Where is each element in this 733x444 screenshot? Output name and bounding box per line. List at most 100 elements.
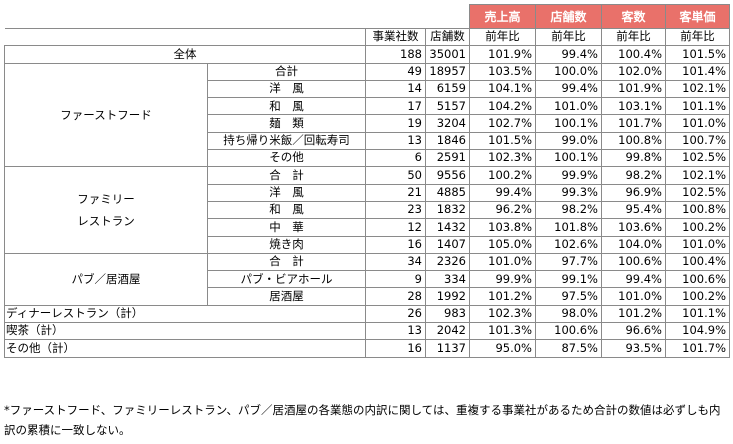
cell-stores: 1992	[425, 287, 470, 306]
cell-unit-price-yoy: 100.6%	[665, 270, 730, 289]
cell-stores: 1832	[425, 200, 470, 220]
metric-header-sales: 売上高	[469, 4, 536, 29]
cell-unit-price-yoy: 101.4%	[665, 62, 730, 81]
cell-stores: 2042	[425, 322, 470, 341]
cell-stores-yoy: 102.6%	[535, 235, 602, 254]
cell-stores: 2326	[425, 252, 470, 272]
table-row: ファーストフード 合計 49 18957 103.5% 100.0% 102.0% 101.4…	[4, 62, 730, 168]
cell-stores: 3204	[425, 114, 470, 133]
cell-companies: 50	[365, 166, 426, 185]
subcategory-label: 洋 風	[207, 79, 366, 99]
metric-header-unit-price: 客単価	[665, 4, 730, 29]
cell-customers-yoy: 96.9%	[601, 183, 666, 202]
cell-companies: 21	[365, 183, 426, 202]
table-row: 喫茶（計） 13 2042 101.3% 100.6% 96.6% 104.9%	[4, 322, 730, 341]
cell-stores: 9556	[425, 166, 470, 185]
cell-stores: 18957	[425, 62, 470, 81]
cell-stores-yoy: 97.5%	[535, 287, 602, 306]
table-row: ファミリー レストラン合 計 50 9556 100.2% 99.9% 98.2% 102.…	[4, 166, 730, 254]
subcategory-label: 合 計	[207, 166, 366, 185]
cell-sales-yoy: 101.0%	[469, 252, 536, 272]
cell-customers-yoy: 101.7%	[601, 114, 666, 133]
footnote: *ファーストフード、ファミリーレストラン、パブ／居酒屋の各業態の内訳に関しては、…	[4, 403, 721, 437]
cell-companies: 13	[365, 322, 426, 341]
cell-companies: 26	[365, 304, 426, 324]
cell-stores-yoy: 99.1%	[535, 270, 602, 289]
cell-sales-yoy: 99.9%	[469, 270, 536, 289]
table-row: パブ／居酒屋合 計 34 2326 101.0% 97.7% 100.6% 100.4%	[4, 252, 730, 306]
total-sales-yoy: 101.9%	[469, 45, 536, 64]
cell-companies: 34	[365, 252, 426, 272]
table-container: 売上高 店舗数 客数 客単価 事業社数 店舗数 前年比 前年比 前年比 前年比 …	[4, 4, 730, 358]
subcategory-label: 和 風	[207, 97, 366, 116]
cell-sales-yoy: 102.3%	[469, 149, 536, 168]
subcategory-label: 中 華	[207, 218, 366, 237]
total-customers-yoy: 100.4%	[601, 45, 666, 64]
total-stores-yoy: 99.4%	[535, 45, 602, 64]
cell-stores: 1137	[425, 339, 470, 358]
cell-stores: 1846	[425, 131, 470, 151]
total-stores: 35001	[425, 45, 470, 64]
subheader-yoy: 前年比	[601, 27, 666, 47]
cell-sales-yoy: 105.0%	[469, 235, 536, 254]
subcategory-label: 和 風	[207, 200, 366, 220]
cell-customers-yoy: 101.2%	[601, 304, 666, 324]
cell-customers-yoy: 101.9%	[601, 79, 666, 99]
cell-stores-yoy: 97.7%	[535, 252, 602, 272]
cell-unit-price-yoy: 102.1%	[665, 79, 730, 99]
category-label: 喫茶（計）	[4, 322, 366, 341]
subheader-blank	[4, 28, 366, 47]
cell-stores-yoy: 99.0%	[535, 131, 602, 151]
cell-companies: 23	[365, 200, 426, 220]
cell-companies: 6	[365, 149, 426, 168]
cell-customers-yoy: 95.4%	[601, 200, 666, 220]
total-label: 全体	[4, 45, 366, 64]
subheader-yoy: 前年比	[665, 27, 730, 47]
cell-stores-yoy: 101.8%	[535, 218, 602, 237]
cell-sales-yoy: 101.3%	[469, 322, 536, 341]
subcategory-label: その他	[207, 149, 366, 168]
metric-header-customers: 客数	[601, 4, 666, 29]
table-row: 持ち帰り米飯／回転寿司 13 1846 101.5% 99.0% 100.8% 100.7%	[5, 131, 730, 151]
total-unit-price-yoy: 101.5%	[665, 45, 730, 64]
cell-sales-yoy: 99.4%	[469, 183, 536, 202]
table-row: パブ・ビアホール 9 334 99.9% 99.1% 99.4% 100.6%	[5, 270, 730, 289]
subheader-companies: 事業社数	[365, 27, 426, 47]
cell-companies: 13	[365, 131, 426, 151]
subcategory-label: 居酒屋	[207, 287, 366, 306]
cell-customers-yoy: 103.1%	[601, 97, 666, 116]
cell-unit-price-yoy: 100.7%	[665, 131, 730, 151]
cell-unit-price-yoy: 104.9%	[665, 322, 730, 341]
cell-stores: 983	[425, 304, 470, 324]
cell-sales-yoy: 104.1%	[469, 79, 536, 99]
cell-unit-price-yoy: 101.0%	[665, 114, 730, 133]
table-row: その他（計） 16 1137 95.0% 87.5% 93.5% 101.7%	[4, 339, 730, 358]
cell-stores-yoy: 100.1%	[535, 149, 602, 168]
cell-stores: 5157	[425, 97, 470, 116]
header-blank	[4, 4, 470, 29]
cell-unit-price-yoy: 100.4%	[665, 252, 730, 272]
cell-stores: 1407	[425, 235, 470, 254]
cell-unit-price-yoy: 100.8%	[665, 200, 730, 220]
cell-sales-yoy: 103.8%	[469, 218, 536, 237]
cell-customers-yoy: 100.6%	[601, 252, 666, 272]
cell-companies: 19	[365, 114, 426, 133]
cell-companies: 9	[365, 270, 426, 289]
cell-customers-yoy: 99.4%	[601, 270, 666, 289]
cell-customers-yoy: 100.8%	[601, 131, 666, 151]
cell-companies: 14	[365, 79, 426, 99]
cell-unit-price-yoy: 102.5%	[665, 149, 730, 168]
cell-stores: 1432	[425, 218, 470, 237]
cell-sales-yoy: 100.2%	[469, 166, 536, 185]
subcategory-label: 焼き肉	[207, 235, 366, 254]
category-label: ディナーレストラン（計）	[4, 304, 366, 324]
cell-companies: 16	[365, 235, 426, 254]
subheader-yoy: 前年比	[469, 27, 536, 47]
category-group-label: ファーストフード	[4, 62, 208, 168]
cell-unit-price-yoy: 101.0%	[665, 235, 730, 254]
table-row: 洋 風 14 6159 104.1% 99.4% 101.9% 102.1%	[5, 79, 730, 99]
cell-sales-yoy: 104.2%	[469, 97, 536, 116]
cell-companies: 17	[365, 97, 426, 116]
cell-unit-price-yoy: 102.5%	[665, 183, 730, 202]
category-group-label: パブ／居酒屋	[4, 252, 208, 306]
